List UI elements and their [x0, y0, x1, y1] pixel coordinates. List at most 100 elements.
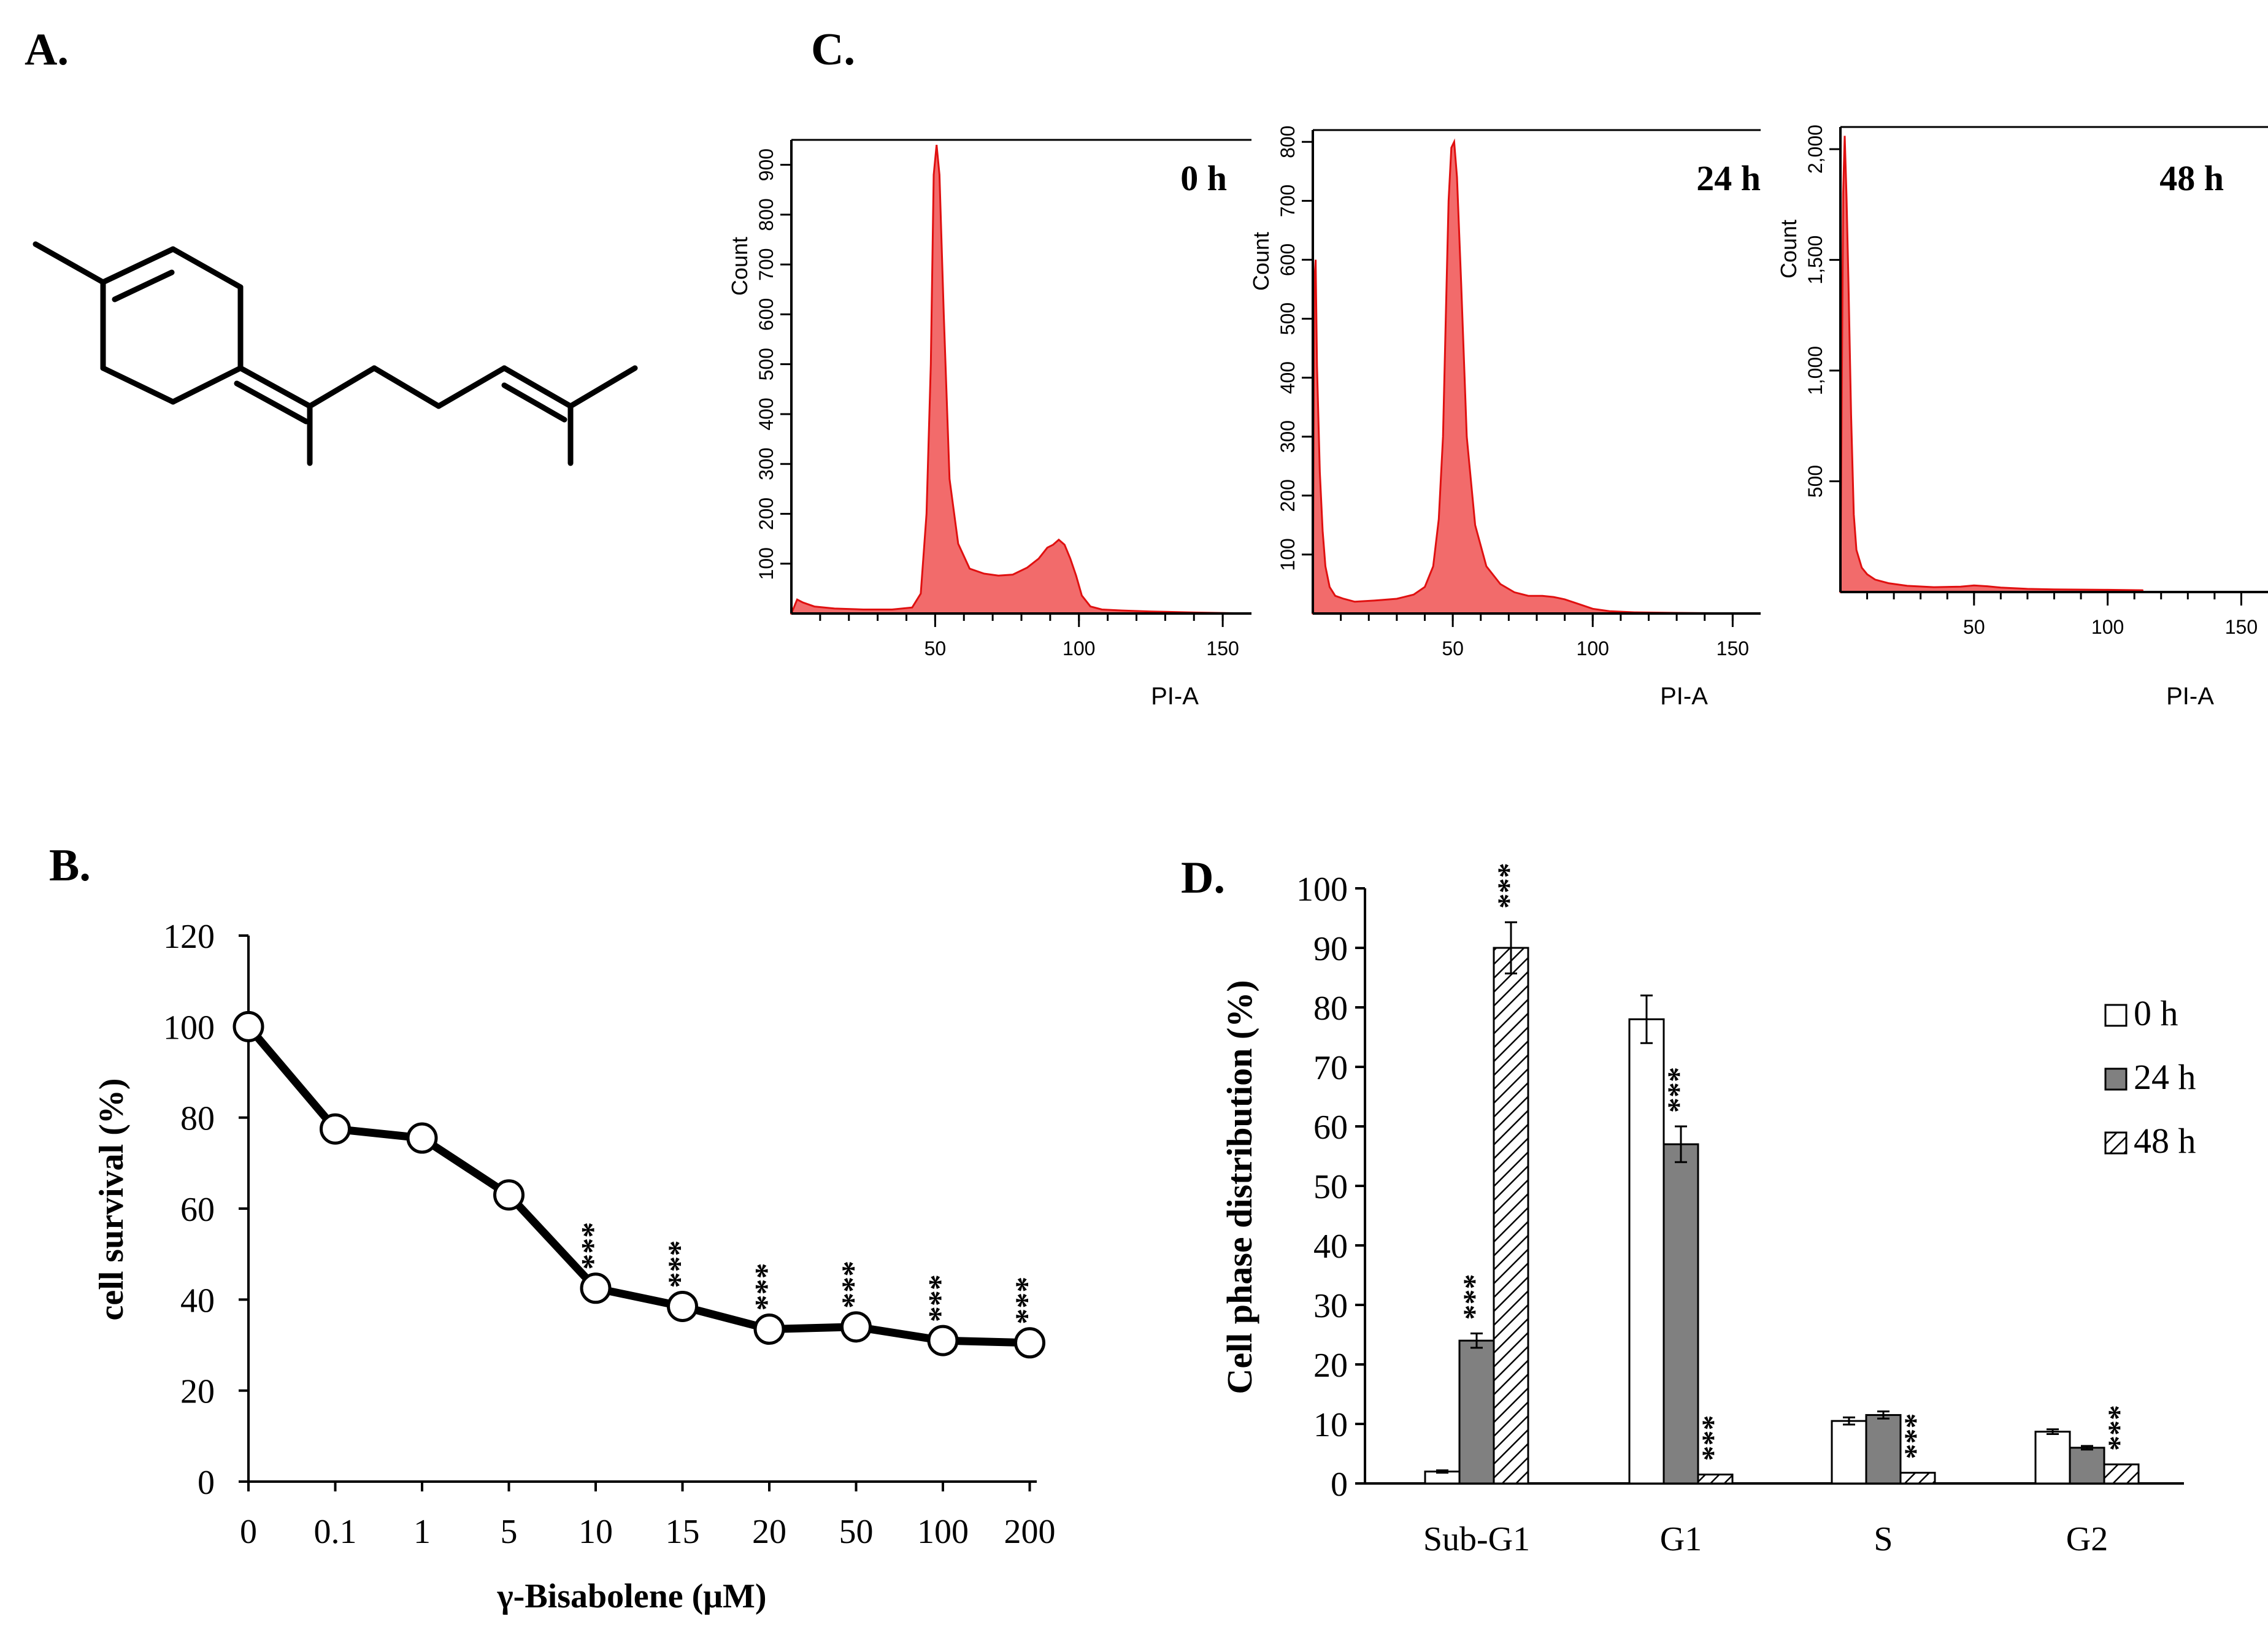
cell-survival-significance: *** [923, 1274, 958, 1322]
histogram-panel: 50 100 150 500 1,000 1,500 2,000 Count PI-A 48 h [1776, 125, 2268, 710]
histogram-time-label: 48 h [2159, 158, 2224, 198]
histogram-x-tick-label: 100 [1577, 637, 1609, 660]
legend-swatch [2104, 1004, 2128, 1027]
cell-phase-chart: Cell phase distribution (%) 0 10 20 30 40 50 6… [1220, 863, 2196, 1558]
flow-histogram-panels: 50 100 150 100 200 300 400 500 600 700 800 900 Count… [727, 125, 2268, 710]
histogram-time-label: 0 h [1180, 158, 1227, 198]
histogram-area [790, 144, 1252, 615]
bond-chain [371, 365, 442, 409]
cell-phase-bar [1458, 1339, 1495, 1485]
cell-phase-x-tick-label: G1 [1660, 1520, 1702, 1558]
histogram-y-tick-label: 600 [1277, 244, 1299, 276]
cell-survival-ylabel: cell survival (%) [93, 1078, 131, 1320]
cell-survival-significance: *** [1010, 1277, 1045, 1325]
histogram-y-tick-label: 900 [755, 148, 777, 181]
cell-phase-bar [1899, 1472, 1936, 1485]
cell-phase-bar [1831, 1420, 1867, 1485]
histogram-x-tick-label: 150 [1716, 637, 1749, 660]
legend-label: 48 h [2134, 1121, 2196, 1161]
bond-ring-double [100, 246, 176, 285]
histogram-panel: 50 100 150 100 200 300 400 500 600 700 800 900 Count… [727, 139, 1252, 710]
cell-survival-x-tick-label: 15 [666, 1513, 700, 1551]
cell-phase-bar [2069, 1447, 2105, 1485]
histogram-area [1839, 136, 2268, 593]
histogram-time-label: 24 h [1696, 158, 1761, 198]
cell-phase-x-tick-label: Sub-G1 [1423, 1520, 1530, 1558]
histogram-x-tick-label: 100 [2091, 616, 2124, 638]
cell-survival-x-tick-label: 5 [501, 1513, 518, 1551]
cell-phase-significance: *** [1456, 1274, 1491, 1320]
bond-exo-double-inner [234, 380, 309, 425]
cell-survival-significance: *** [749, 1263, 784, 1311]
cell-survival-line [245, 1024, 1030, 1347]
bond-methyl [33, 241, 106, 285]
cell-survival-y-tick-label: 120 [163, 918, 215, 956]
cell-phase-bar [2103, 1463, 2140, 1485]
histogram-x-tick-label: 150 [2225, 616, 2258, 638]
cell-survival-point [233, 1010, 264, 1042]
cell-survival-x-tick-label: 10 [579, 1513, 613, 1551]
cell-phase-significance: *** [1491, 863, 1525, 909]
cell-survival-point [667, 1290, 698, 1322]
cell-phase-y-tick-label: 30 [1313, 1287, 1348, 1325]
cell-phase-bar [1865, 1414, 1902, 1485]
histogram-ylabel: Count [1248, 232, 1274, 291]
cell-survival-y-tick-label: 60 [180, 1191, 215, 1229]
cell-survival-xlabel: γ-Bisabolene (μM) [496, 1577, 766, 1615]
legend-swatch [2104, 1067, 2128, 1091]
cell-phase-bar [1697, 1473, 1734, 1485]
cell-survival-y-tick-label: 80 [180, 1100, 215, 1138]
cell-phase-y-tick-label: 80 [1313, 990, 1348, 1028]
histogram-ylabel: Count [1776, 220, 1801, 279]
bond-chain-double-inner [501, 382, 567, 423]
histogram-ylabel: Count [727, 237, 752, 296]
bond-ring-double-inner [112, 269, 175, 302]
cell-survival-x-tick-label: 50 [839, 1513, 874, 1551]
cell-survival-x-tick-label: 1 [413, 1513, 431, 1551]
histogram-panel: 50 100 150 100 200 300 400 500 600 700 800 Count PI-… [1248, 126, 1761, 710]
histogram-y-tick-label: 100 [1277, 538, 1299, 571]
histogram-y-tick-label: 400 [755, 398, 777, 430]
histogram-y-tick-label: 100 [755, 547, 777, 580]
histogram-y-tick-label: 800 [1277, 126, 1299, 158]
bond-ring [100, 365, 176, 405]
cell-phase-y-tick-label: 100 [1296, 871, 1348, 909]
cell-phase-y-tick-label: 50 [1313, 1168, 1348, 1206]
cell-survival-point [1014, 1327, 1045, 1359]
cell-phase-bar [1628, 1018, 1665, 1485]
cell-survival-significance: *** [575, 1222, 610, 1270]
cell-survival-point [840, 1311, 872, 1343]
histogram-x-tick-label: 50 [924, 637, 947, 660]
histogram-y-tick-label: 200 [1277, 479, 1299, 512]
cell-phase-legend: 0 h 24 h 48 h [2104, 993, 2196, 1161]
cell-survival-y-tick-label: 20 [180, 1373, 215, 1411]
cell-phase-y-tick-label: 0 [1331, 1466, 1348, 1504]
cell-survival-chart: cell survival (%) γ-Bisabolene (μM) 0 20 4… [93, 918, 1056, 1615]
cell-survival-point [493, 1179, 525, 1211]
cell-phase-bar [1493, 947, 1529, 1485]
histogram-area [1312, 138, 1761, 615]
panel-letter-c: C. [811, 25, 855, 75]
panel-letter-b: B. [49, 840, 91, 891]
histogram-y-tick-label: 1,500 [1804, 236, 1826, 285]
legend-label: 24 h [2134, 1057, 2196, 1097]
cell-survival-y-tick-label: 0 [198, 1464, 215, 1502]
histogram-y-tick-label: 300 [1277, 420, 1299, 453]
cell-survival-y-tick-label: 100 [163, 1009, 215, 1047]
cell-survival-point [753, 1314, 785, 1345]
histogram-y-tick-label: 200 [755, 498, 777, 530]
cell-phase-y-tick-label: 90 [1313, 930, 1348, 968]
cell-survival-point [927, 1325, 959, 1356]
histogram-x-tick-label: 150 [1206, 637, 1239, 660]
cell-survival-x-tick-label: 20 [752, 1513, 786, 1551]
histogram-y-tick-label: 300 [755, 448, 777, 480]
cell-survival-point [580, 1272, 612, 1304]
cell-survival-x-tick-label: 100 [917, 1513, 969, 1551]
bond-ring [170, 365, 244, 405]
bond-ring [170, 246, 244, 290]
histogram-y-tick-label: 2,000 [1804, 125, 1826, 174]
cell-phase-y-tick-label: 70 [1313, 1049, 1348, 1087]
bond-exo-double [237, 365, 313, 409]
cell-phase-significance: *** [1897, 1414, 1932, 1460]
histogram-x-tick-label: 50 [1442, 637, 1464, 660]
